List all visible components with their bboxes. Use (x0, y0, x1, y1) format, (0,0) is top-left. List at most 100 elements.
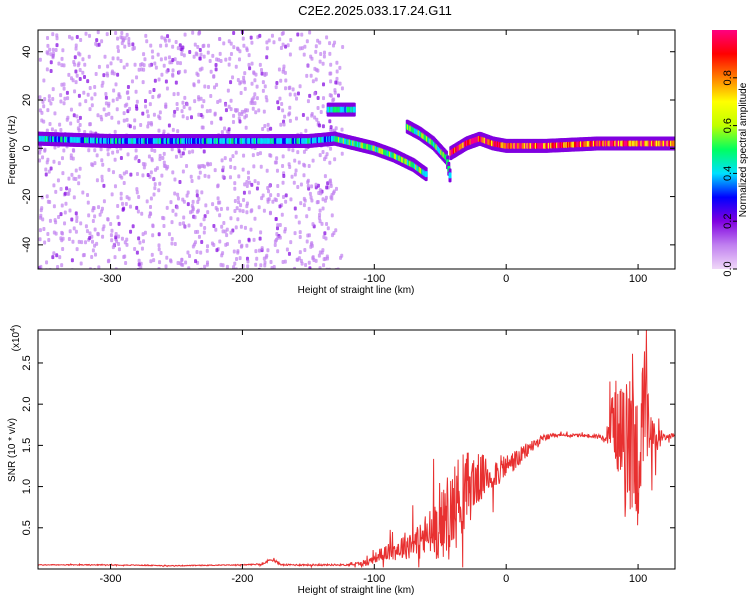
spectrogram-noise-cell (128, 106, 132, 111)
spectrogram-noise-cell (167, 38, 171, 43)
spectrogram-noise-cell (218, 213, 222, 218)
spectrogram-noise-cell (249, 227, 253, 232)
spectrogram-noise-cell (74, 211, 78, 216)
spectrogram-noise-cell (75, 247, 79, 252)
spectrogram-noise-cell (246, 264, 250, 269)
spectrogram-noise-cell (206, 50, 210, 55)
spectrogram-noise-cell (144, 99, 148, 104)
spectrogram-track-cell (448, 172, 452, 179)
spectrogram-noise-cell (255, 96, 259, 101)
spectrogram-noise-cell (100, 83, 104, 88)
spectrogram-noise-cell (87, 213, 91, 218)
spectrogram-noise-cell (181, 100, 185, 105)
spectrogram-noise-cell (321, 124, 325, 129)
spectrogram-noise-cell (173, 241, 177, 246)
spectrogram-noise-cell (280, 101, 284, 106)
spectrogram-noise-cell (298, 84, 302, 89)
spectrogram-noise-cell (93, 227, 97, 232)
spectrogram-noise-cell (233, 261, 237, 266)
spectrogram-noise-cell (203, 84, 207, 89)
spectrogram-noise-cell (46, 108, 50, 113)
spectrogram-noise-cell (218, 37, 222, 42)
spectrogram-noise-cell (279, 78, 283, 83)
spectrogram-noise-cell (200, 239, 204, 244)
spectrogram-noise-cell (158, 110, 162, 115)
spectrogram-noise-cell (107, 111, 111, 116)
spectrogram-noise-cell (80, 240, 84, 245)
spectrogram-noise-cell (181, 151, 185, 156)
spectrogram-noise-cell (288, 85, 292, 90)
spectrogram-noise-cell (60, 156, 64, 161)
spectrogram-noise-cell (169, 259, 173, 264)
spectrogram-noise-cell (131, 224, 135, 229)
spectrogram-noise-cell (202, 217, 206, 222)
spectrogram-noise-cell (314, 182, 318, 187)
spectrogram-noise-cell (51, 55, 55, 60)
spectrogram-noise-cell (59, 212, 63, 217)
spectrogram-noise-cell (142, 239, 146, 244)
spectrogram-noise-cell (91, 248, 95, 253)
spectrogram-noise-cell (149, 43, 153, 48)
spectrogram-noise-cell (199, 112, 203, 117)
spectrogram-noise-cell (116, 215, 120, 220)
spectrogram-noise-cell (114, 235, 118, 240)
spectrogram-noise-cell (174, 39, 178, 44)
spectrogram-noise-cell (265, 46, 269, 51)
spectrogram-noise-cell (167, 232, 171, 237)
spectrogram-noise-cell (293, 266, 297, 269)
spectrogram-noise-cell (184, 260, 188, 265)
spectrogram-noise-cell (44, 167, 48, 172)
spectrogram-y-tick-label: -40 (21, 237, 33, 253)
spectrogram-noise-cell (291, 87, 295, 92)
spectrogram-noise-cell (199, 222, 203, 227)
snr-y-tick-label: 0.5 (21, 520, 33, 535)
spectrogram-noise-cell (81, 253, 85, 258)
spectrogram-noise-cell (263, 84, 267, 89)
spectrogram-noise-cell (120, 41, 124, 46)
spectrogram-noise-cell (60, 231, 64, 236)
spectrogram-noise-cell (233, 186, 237, 191)
spectrogram-noise-cell (83, 130, 87, 135)
spectrogram-noise-cell (86, 92, 90, 97)
spectrogram-noise-cell (47, 237, 51, 242)
spectrogram-noise-cell (113, 157, 117, 162)
spectrogram-noise-cell (180, 109, 184, 114)
spectrogram-noise-cell (199, 250, 203, 255)
spectrogram-noise-cell (63, 221, 67, 226)
spectrogram-noise-cell (110, 228, 114, 233)
spectrogram-noise-cell (302, 149, 306, 154)
spectrogram-noise-cell (308, 30, 312, 35)
spectrogram-noise-cell (94, 71, 98, 76)
spectrogram-noise-cell (276, 249, 280, 254)
spectrogram-noise-cell (117, 247, 121, 252)
spectrogram-noise-cell (222, 220, 226, 225)
snr-y-axis-label: SNR (10 * v/v) (7, 418, 18, 482)
spectrogram-noise-cell (137, 194, 141, 199)
spectrogram-noise-cell (195, 250, 199, 255)
spectrogram-noise-cell (329, 79, 333, 84)
spectrogram-noise-cell (169, 200, 173, 205)
spectrogram-noise-cell (199, 96, 203, 101)
spectrogram-noise-cell (138, 240, 142, 245)
spectrogram-noise-cell (281, 164, 285, 169)
spectrogram-noise-cell (284, 193, 288, 198)
spectrogram-noise-cell (151, 95, 155, 100)
spectrogram-noise-cell (293, 92, 297, 97)
spectrogram-noise-cell (78, 102, 82, 107)
spectrogram-noise-cell (242, 153, 246, 158)
spectrogram-noise-cell (307, 164, 311, 169)
spectrogram-noise-cell (162, 160, 166, 165)
spectrogram-noise-cell (210, 120, 214, 125)
spectrogram-noise-cell (318, 123, 322, 128)
spectrogram-noise-cell (183, 32, 187, 37)
spectrogram-noise-cell (115, 97, 119, 102)
spectrogram-noise-cell (120, 35, 124, 40)
spectrogram-noise-cell (284, 86, 288, 91)
spectrogram-noise-cell (164, 79, 168, 84)
spectrogram-noise-cell (116, 204, 120, 209)
spectrogram-noise-cell (229, 80, 233, 85)
spectrogram-noise-cell (125, 32, 129, 37)
spectrogram-noise-cell (255, 186, 259, 191)
spectrogram-noise-cell (178, 221, 182, 226)
spectrogram-noise-cell (293, 231, 297, 236)
